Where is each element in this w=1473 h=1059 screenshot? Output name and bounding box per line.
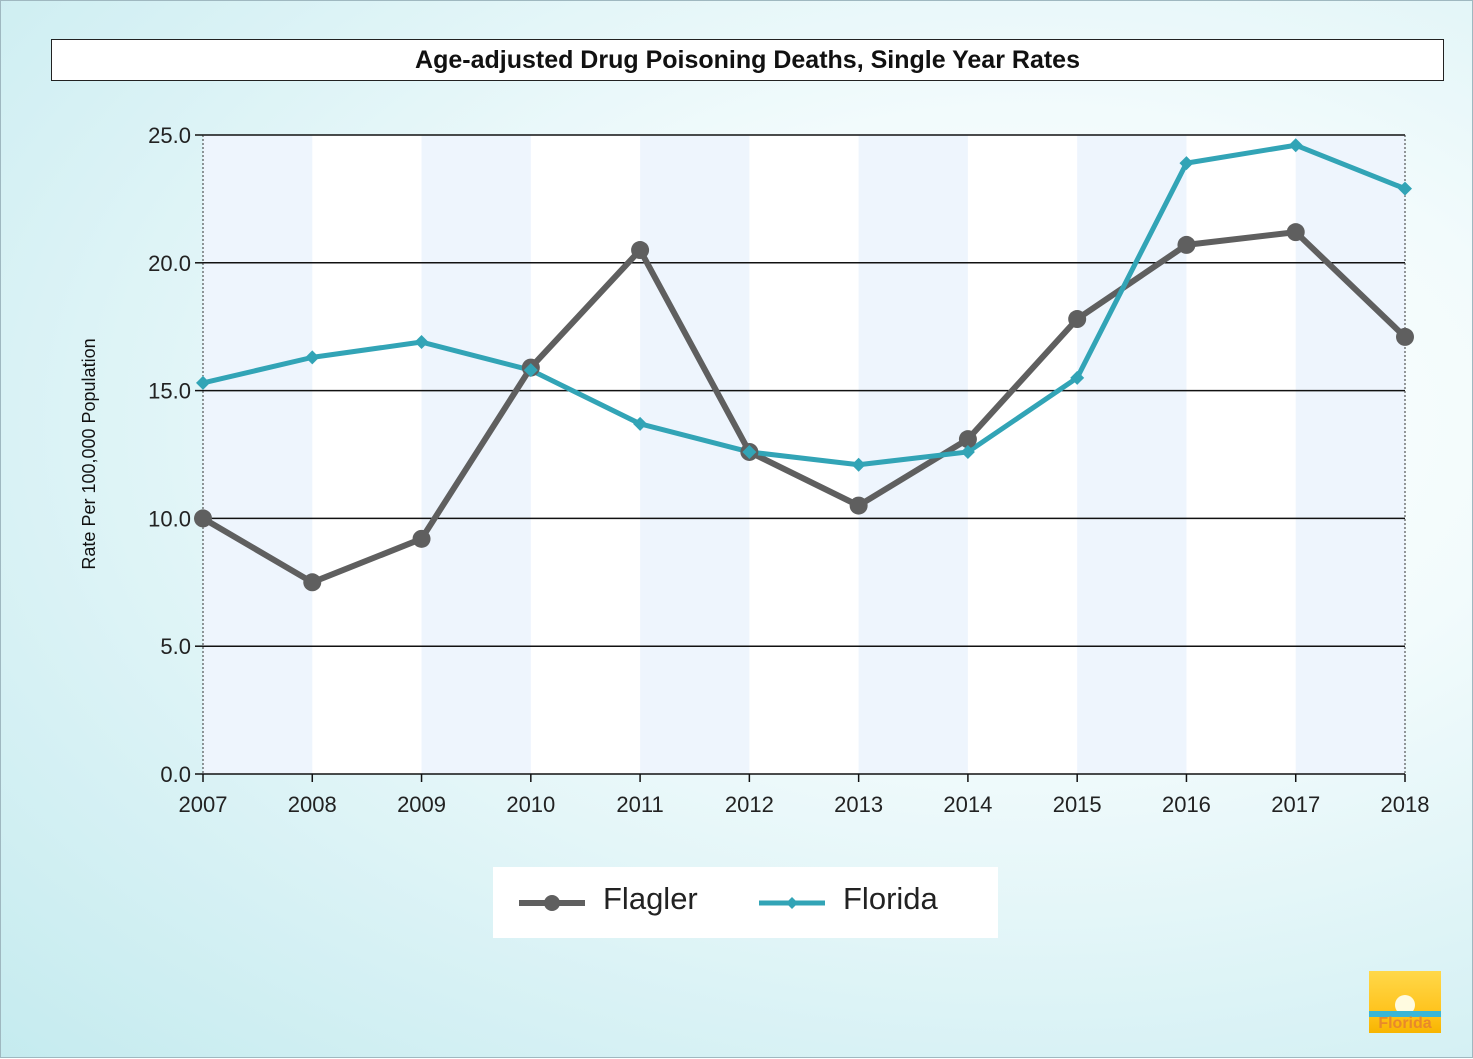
point-flagler-2011 [631, 241, 650, 260]
point-flagler-2009 [412, 529, 431, 548]
point-florida-2014 [960, 444, 975, 459]
series-markers [194, 138, 1414, 592]
plot-background [203, 135, 1405, 774]
point-flagler-2013 [849, 496, 868, 515]
point-florida-2008 [305, 350, 320, 365]
x-tick-label-2018: 2018 [1381, 792, 1430, 817]
point-flagler-2015 [1068, 310, 1087, 329]
point-flagler-2007 [194, 509, 212, 528]
point-flagler-2017 [1286, 223, 1305, 242]
x-tick-label-2010: 2010 [506, 792, 555, 817]
y-tick-label-25.0: 25.0 [148, 123, 191, 148]
legend-label-florida: Florida [843, 881, 938, 916]
point-florida-2013 [851, 457, 866, 472]
x-tick-label-2017: 2017 [1271, 792, 1320, 817]
series-line-florida [200, 142, 1408, 468]
y-tick-label-15.0: 15.0 [148, 379, 191, 404]
point-florida-2010 [523, 363, 538, 378]
point-florida-2015 [1070, 370, 1085, 385]
wave-icon [1369, 1011, 1441, 1017]
legend: Flagler Florida [493, 867, 998, 938]
gridlines [203, 134, 1405, 647]
x-tick-labels: 2007 2008 2009 2010 2011 2012 2013 2014 2015 2016… [179, 792, 1430, 817]
chart-title: Age-adjusted Drug Poisoning Deaths, Sing… [51, 39, 1444, 81]
y-tick-label-5.0: 5.0 [160, 634, 191, 659]
legend-label-flagler: Flagler [603, 881, 698, 916]
x-tick-label-2013: 2013 [834, 792, 883, 817]
x-tick-label-2009: 2009 [397, 792, 446, 817]
x-tick-label-2015: 2015 [1053, 792, 1102, 817]
point-florida-2007 [196, 375, 210, 390]
x-tick-label-2016: 2016 [1162, 792, 1211, 817]
plot-band [1295, 135, 1405, 774]
sun-icon [1395, 995, 1415, 1015]
legend-swatch-flagler [519, 895, 585, 911]
point-flagler-2018 [1396, 327, 1414, 346]
point-florida-2009 [414, 335, 429, 350]
legend-swatch-florida [759, 897, 825, 909]
point-florida-2016 [1179, 156, 1194, 171]
x-tick-label-2008: 2008 [288, 792, 337, 817]
y-tick-label-20.0: 20.0 [148, 251, 191, 276]
y-tick-label-0.0: 0.0 [160, 762, 191, 787]
point-florida-2012 [742, 444, 757, 459]
point-florida-2011 [633, 416, 648, 431]
point-florida-2018 [1398, 181, 1412, 196]
legend-item-flagler: Flagler [517, 867, 737, 938]
series-lines [200, 142, 1408, 586]
legend-item-florida: Florida [757, 867, 977, 938]
plot-band [640, 135, 750, 774]
x-tick-label-2011: 2011 [616, 792, 663, 817]
x-tick-label-2007: 2007 [179, 792, 228, 817]
point-flagler-2008 [303, 573, 322, 592]
x-tick-label-2014: 2014 [943, 792, 992, 817]
y-tick-labels: 0.0 5.0 10.0 15.0 20.0 25.0 [148, 123, 191, 787]
plot-band [1077, 135, 1187, 774]
plot-bands [203, 135, 1405, 774]
point-florida-2017 [1288, 138, 1303, 153]
point-flagler-2014 [958, 430, 977, 449]
logo-text: Florida [1378, 1015, 1432, 1032]
point-flagler-2016 [1177, 235, 1196, 254]
y-axis-title: Rate Per 100,000 Population [79, 338, 99, 569]
plot-band [203, 135, 313, 774]
florida-logo: Florida [1369, 971, 1441, 1033]
series-line-flagler [200, 229, 1408, 586]
y-tick-label-10.0: 10.0 [148, 506, 191, 531]
x-tick-label-2012: 2012 [725, 792, 774, 817]
